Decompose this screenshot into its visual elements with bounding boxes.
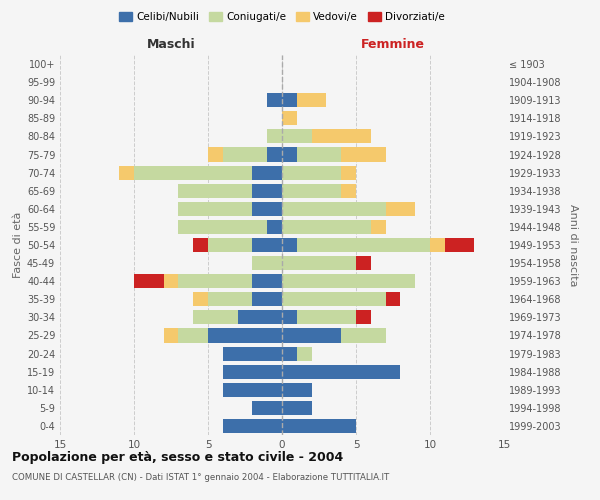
Bar <box>267 220 282 234</box>
Bar <box>178 184 253 198</box>
Bar <box>193 310 238 324</box>
Bar <box>282 274 415 288</box>
Bar <box>178 274 253 288</box>
Legend: Celibi/Nubili, Coniugati/e, Vedovi/e, Divorziati/e: Celibi/Nubili, Coniugati/e, Vedovi/e, Di… <box>115 8 449 26</box>
Bar <box>238 310 282 324</box>
Bar <box>282 238 297 252</box>
Bar <box>253 274 282 288</box>
Bar <box>356 310 371 324</box>
Bar <box>282 364 400 378</box>
Bar <box>282 112 297 126</box>
Bar <box>134 274 164 288</box>
Bar <box>282 130 311 143</box>
Text: Popolazione per età, sesso e stato civile - 2004: Popolazione per età, sesso e stato civil… <box>12 451 343 464</box>
Bar <box>356 256 371 270</box>
Bar <box>282 256 356 270</box>
Bar <box>282 148 297 162</box>
Bar <box>297 238 430 252</box>
Bar <box>282 419 356 433</box>
Bar <box>267 130 282 143</box>
Bar <box>208 328 282 342</box>
Bar <box>282 220 371 234</box>
Bar <box>341 184 356 198</box>
Bar <box>297 93 326 108</box>
Bar <box>341 166 356 179</box>
Bar <box>267 148 282 162</box>
Bar <box>445 238 475 252</box>
Bar <box>282 184 341 198</box>
Y-axis label: Anni di nascita: Anni di nascita <box>568 204 578 286</box>
Bar <box>341 328 386 342</box>
Bar <box>164 328 178 342</box>
Bar <box>178 202 253 216</box>
Bar <box>253 256 282 270</box>
Bar <box>282 346 297 360</box>
Bar <box>208 292 253 306</box>
Bar <box>119 166 134 179</box>
Bar <box>297 148 341 162</box>
Bar <box>253 401 282 415</box>
Y-axis label: Fasce di età: Fasce di età <box>13 212 23 278</box>
Bar <box>223 419 282 433</box>
Bar <box>282 382 311 397</box>
Bar <box>253 202 282 216</box>
Bar <box>282 166 341 179</box>
Bar <box>386 202 415 216</box>
Bar <box>386 292 400 306</box>
Bar <box>253 292 282 306</box>
Bar <box>193 292 208 306</box>
Bar <box>430 238 445 252</box>
Bar <box>223 364 282 378</box>
Bar <box>253 166 282 179</box>
Bar <box>208 148 223 162</box>
Bar <box>178 328 208 342</box>
Text: COMUNE DI CASTELLAR (CN) - Dati ISTAT 1° gennaio 2004 - Elaborazione TUTTITALIA.: COMUNE DI CASTELLAR (CN) - Dati ISTAT 1°… <box>12 472 389 482</box>
Bar <box>223 148 267 162</box>
Bar <box>282 93 297 108</box>
Bar <box>267 93 282 108</box>
Bar <box>253 184 282 198</box>
Bar <box>223 382 282 397</box>
Bar <box>178 220 267 234</box>
Bar <box>311 130 371 143</box>
Bar <box>371 220 386 234</box>
Bar <box>193 238 208 252</box>
Bar <box>223 346 282 360</box>
Bar <box>208 238 253 252</box>
Bar <box>297 346 311 360</box>
Text: Maschi: Maschi <box>146 38 196 52</box>
Bar <box>282 310 297 324</box>
Bar <box>282 328 341 342</box>
Bar <box>282 401 311 415</box>
Bar <box>164 274 178 288</box>
Bar <box>341 148 386 162</box>
Bar <box>297 310 356 324</box>
Bar <box>134 166 253 179</box>
Text: Femmine: Femmine <box>361 38 425 52</box>
Bar <box>253 238 282 252</box>
Bar <box>282 292 386 306</box>
Bar <box>282 202 386 216</box>
